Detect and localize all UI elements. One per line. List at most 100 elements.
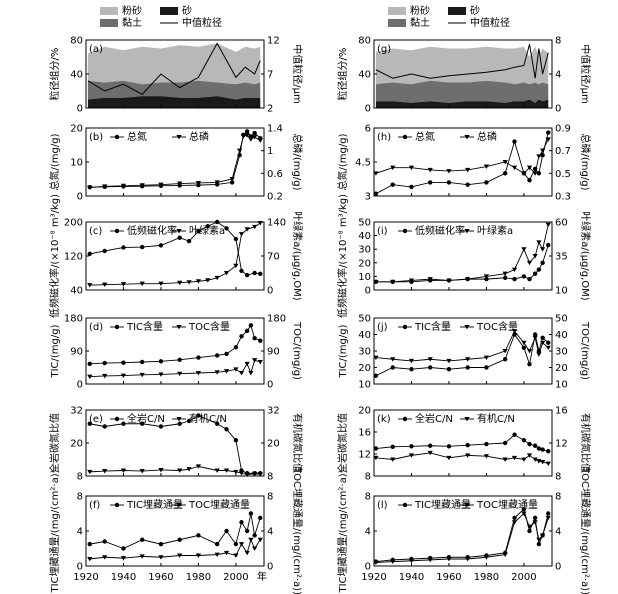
ytick-label-right-d-2: 180 (267, 314, 286, 325)
point-d-1-5 (177, 371, 183, 377)
ylabel-right-e: 有机碳氮比值 (291, 413, 304, 473)
point-k-0-11 (532, 443, 538, 448)
point-h-0-3 (428, 180, 433, 185)
point-j-1-0 (373, 355, 379, 360)
ylabel-left-e: 全岩碳氮比值 (48, 413, 61, 473)
point-l-1-6 (483, 555, 490, 560)
point-c-0-8 (205, 224, 210, 229)
point-e-1-9 (223, 468, 230, 473)
ytick-label-right-d-1: 90 (267, 347, 280, 358)
ytick-label-right-f-1: 4 (267, 527, 273, 538)
legend-swatch-g-1 (448, 7, 466, 15)
ylabel-right-d: TOC/(mg/g) (291, 321, 302, 380)
point-h-1-1 (390, 165, 396, 171)
point-d-1-9 (233, 367, 239, 372)
ytick-label-right-h-2: 0.7 (555, 146, 571, 157)
point-d-1-0 (87, 374, 93, 380)
ylabel-left-k: 全岩碳氮比值 (336, 413, 349, 473)
legend-label-j-1: TOC含量 (476, 320, 518, 333)
point-e-1-12 (244, 472, 250, 478)
ylabel-left-f: TIC埋藏通量/(mg/(cm²·a)) (49, 469, 61, 593)
point-l-1-5 (465, 557, 471, 562)
point-h-1-6 (483, 164, 490, 169)
point-b-0-13 (252, 130, 257, 136)
point-d-1-2 (120, 373, 127, 378)
point-h-1-12 (536, 154, 542, 159)
ylabel-left-i: 低频磁化率/(×10⁻⁸ m³/kg) (336, 194, 349, 318)
ytick-label-right-f-0: 0 (267, 562, 273, 573)
point-l-1-7 (502, 552, 508, 558)
point-d-1-3 (139, 372, 145, 378)
panel-label-j: (j) (377, 322, 388, 333)
series-line-e-0 (89, 414, 261, 474)
legend-marker-j-0 (402, 324, 408, 330)
ytick-label-left-d-1: 90 (70, 347, 83, 358)
series-line-c-0 (89, 221, 261, 276)
legend-label-d-0: TIC含量 (126, 320, 163, 333)
point-e-1-10 (233, 469, 239, 475)
point-f-0-0 (87, 541, 92, 547)
point-j-0-3 (428, 365, 433, 370)
point-i-0-12 (536, 267, 542, 272)
point-l-1-9 (521, 511, 527, 516)
ytick-label-right-i-1: 35 (555, 252, 568, 263)
legend-label-a-1: 砂 (182, 4, 192, 17)
legend-label-g-2: 黏土 (410, 16, 430, 29)
point-e-0-4 (158, 424, 164, 429)
area-silt-g (375, 46, 549, 85)
point-j-0-1 (390, 365, 395, 370)
ylabel-right-i: 叶绿素a/(μg/g,OM) (579, 211, 592, 301)
point-h-0-7 (502, 171, 508, 176)
point-j-0-14 (546, 340, 551, 345)
point-f-0-10 (239, 520, 244, 525)
xaxis-unit: 年 (257, 570, 267, 583)
ytick-label-left-i-3: 30 (358, 245, 371, 256)
point-j-0-11 (532, 332, 538, 337)
xtick-label-1-0: 1920 (361, 572, 386, 583)
ytick-label-left-k-1: 12 (358, 450, 371, 461)
ylabel-left-g: 粒径组分/% (336, 48, 349, 101)
legend-marker-d-1 (176, 325, 182, 330)
ylabel-left-d: TIC/(mg/g) (50, 324, 61, 378)
point-c-1-0 (87, 283, 93, 288)
point-b-1-7 (214, 180, 220, 185)
panel-label-e: (e) (89, 414, 103, 425)
xtick-label-0-2: 1960 (148, 572, 173, 583)
point-l-1-11 (532, 520, 538, 525)
point-c-0-4 (158, 243, 164, 248)
point-i-1-0 (373, 279, 379, 285)
panel-label-d: (d) (89, 322, 103, 333)
ytick-label-right-c-2: 140 (267, 218, 286, 229)
point-e-1-6 (186, 467, 192, 472)
point-f-1-10 (238, 542, 245, 547)
ytick-label-left-l-1: 4 (365, 527, 371, 538)
legend-swatch-a-0 (100, 7, 118, 15)
point-i-1-12 (536, 240, 542, 245)
ytick-label-left-f-2: 8 (77, 492, 83, 503)
ytick-label-left-l-0: 0 (365, 562, 371, 573)
point-d-0-10 (239, 334, 244, 339)
point-c-1-4 (158, 281, 164, 287)
point-j-0-10 (527, 362, 532, 367)
point-f-1-7 (214, 552, 220, 558)
point-f-0-5 (177, 537, 182, 542)
point-h-0-4 (446, 180, 452, 185)
point-f-1-0 (87, 557, 93, 562)
point-e-0-5 (177, 421, 182, 426)
point-j-1-13 (540, 340, 546, 346)
ytick-label-right-b-2: 1 (267, 146, 273, 157)
ytick-label-right-g-1: 4 (555, 70, 561, 81)
legend-marker-e-0 (114, 416, 120, 422)
ylabel-right-k: 有机碳氮比值 (579, 413, 592, 473)
point-b-1-12 (248, 137, 254, 142)
point-f-0-7 (214, 541, 220, 547)
point-f-1-14 (257, 537, 263, 543)
point-i-1-13 (540, 247, 546, 252)
point-j-1-12 (536, 352, 542, 357)
point-j-1-8 (511, 329, 518, 334)
legend-marker-j-1 (464, 325, 470, 330)
point-h-1-0 (373, 171, 379, 176)
ytick-label-right-i-0: 10 (555, 286, 568, 297)
point-i-1-8 (511, 267, 518, 272)
point-c-0-3 (140, 244, 145, 250)
